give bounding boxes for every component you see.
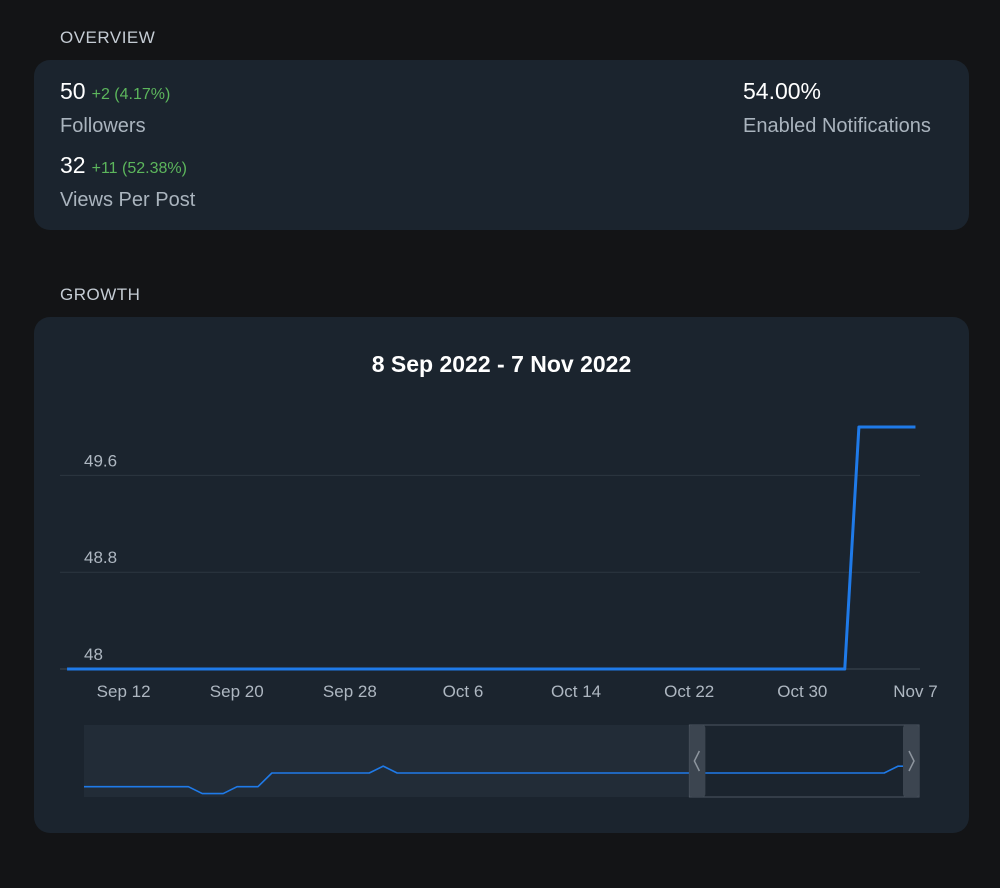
navigator-handle-right[interactable] [903, 725, 919, 797]
x-tick-label: Oct 30 [777, 682, 827, 701]
followers-delta: +2 (4.17%) [91, 86, 171, 103]
y-tick-label: 49.6 [84, 451, 117, 470]
views-per-post-label: Views Per Post [60, 189, 196, 211]
followers-stat: 50 +2 (4.17%) [60, 78, 170, 105]
views-per-post-stat: 32 +11 (52.38%) [60, 152, 187, 179]
navigator-handle-left[interactable] [689, 725, 706, 797]
overview-card: 50 +2 (4.17%) Followers 32 +11 (52.38%) Vi… [34, 60, 969, 230]
overview-heading: OVERVIEW [60, 28, 156, 47]
y-tick-label: 48.8 [84, 548, 117, 567]
navigator-selection-window[interactable] [688, 724, 920, 798]
followers-label: Followers [60, 115, 146, 137]
x-tick-label: Oct 6 [443, 682, 484, 701]
x-tick-label: Sep 12 [97, 682, 151, 701]
series-line [67, 425, 916, 671]
x-tick-label: Sep 28 [323, 682, 377, 701]
navigator-unselected-area[interactable] [84, 725, 690, 797]
chevron-right-icon [908, 750, 915, 772]
growth-chart[interactable]: 48 48.8 49.6 Sep 12 Sep 20 Sep 28 Oct 6 Oct 14… [34, 317, 969, 833]
growth-heading: GROWTH [60, 285, 141, 304]
followers-value: 50 [60, 78, 86, 104]
views-per-post-delta: +11 (52.38%) [91, 160, 187, 177]
notifications-value: 54.00% [743, 78, 822, 104]
growth-card: 8 Sep 2022 - 7 Nov 2022 48 48.8 49.6 Sep 1… [34, 317, 969, 833]
chevron-left-icon [693, 750, 701, 772]
notifications-label: Enabled Notifications [743, 115, 931, 137]
x-tick-label: Oct 22 [664, 682, 714, 701]
views-per-post-value: 32 [60, 152, 86, 178]
y-tick-label: 48 [84, 645, 103, 664]
x-tick-label: Sep 20 [210, 682, 264, 701]
x-tick-label: Oct 14 [551, 682, 601, 701]
chart-title: 8 Sep 2022 - 7 Nov 2022 [371, 351, 632, 377]
navigator-series-line [84, 765, 919, 795]
x-tick-label: Nov 7 [893, 682, 937, 701]
